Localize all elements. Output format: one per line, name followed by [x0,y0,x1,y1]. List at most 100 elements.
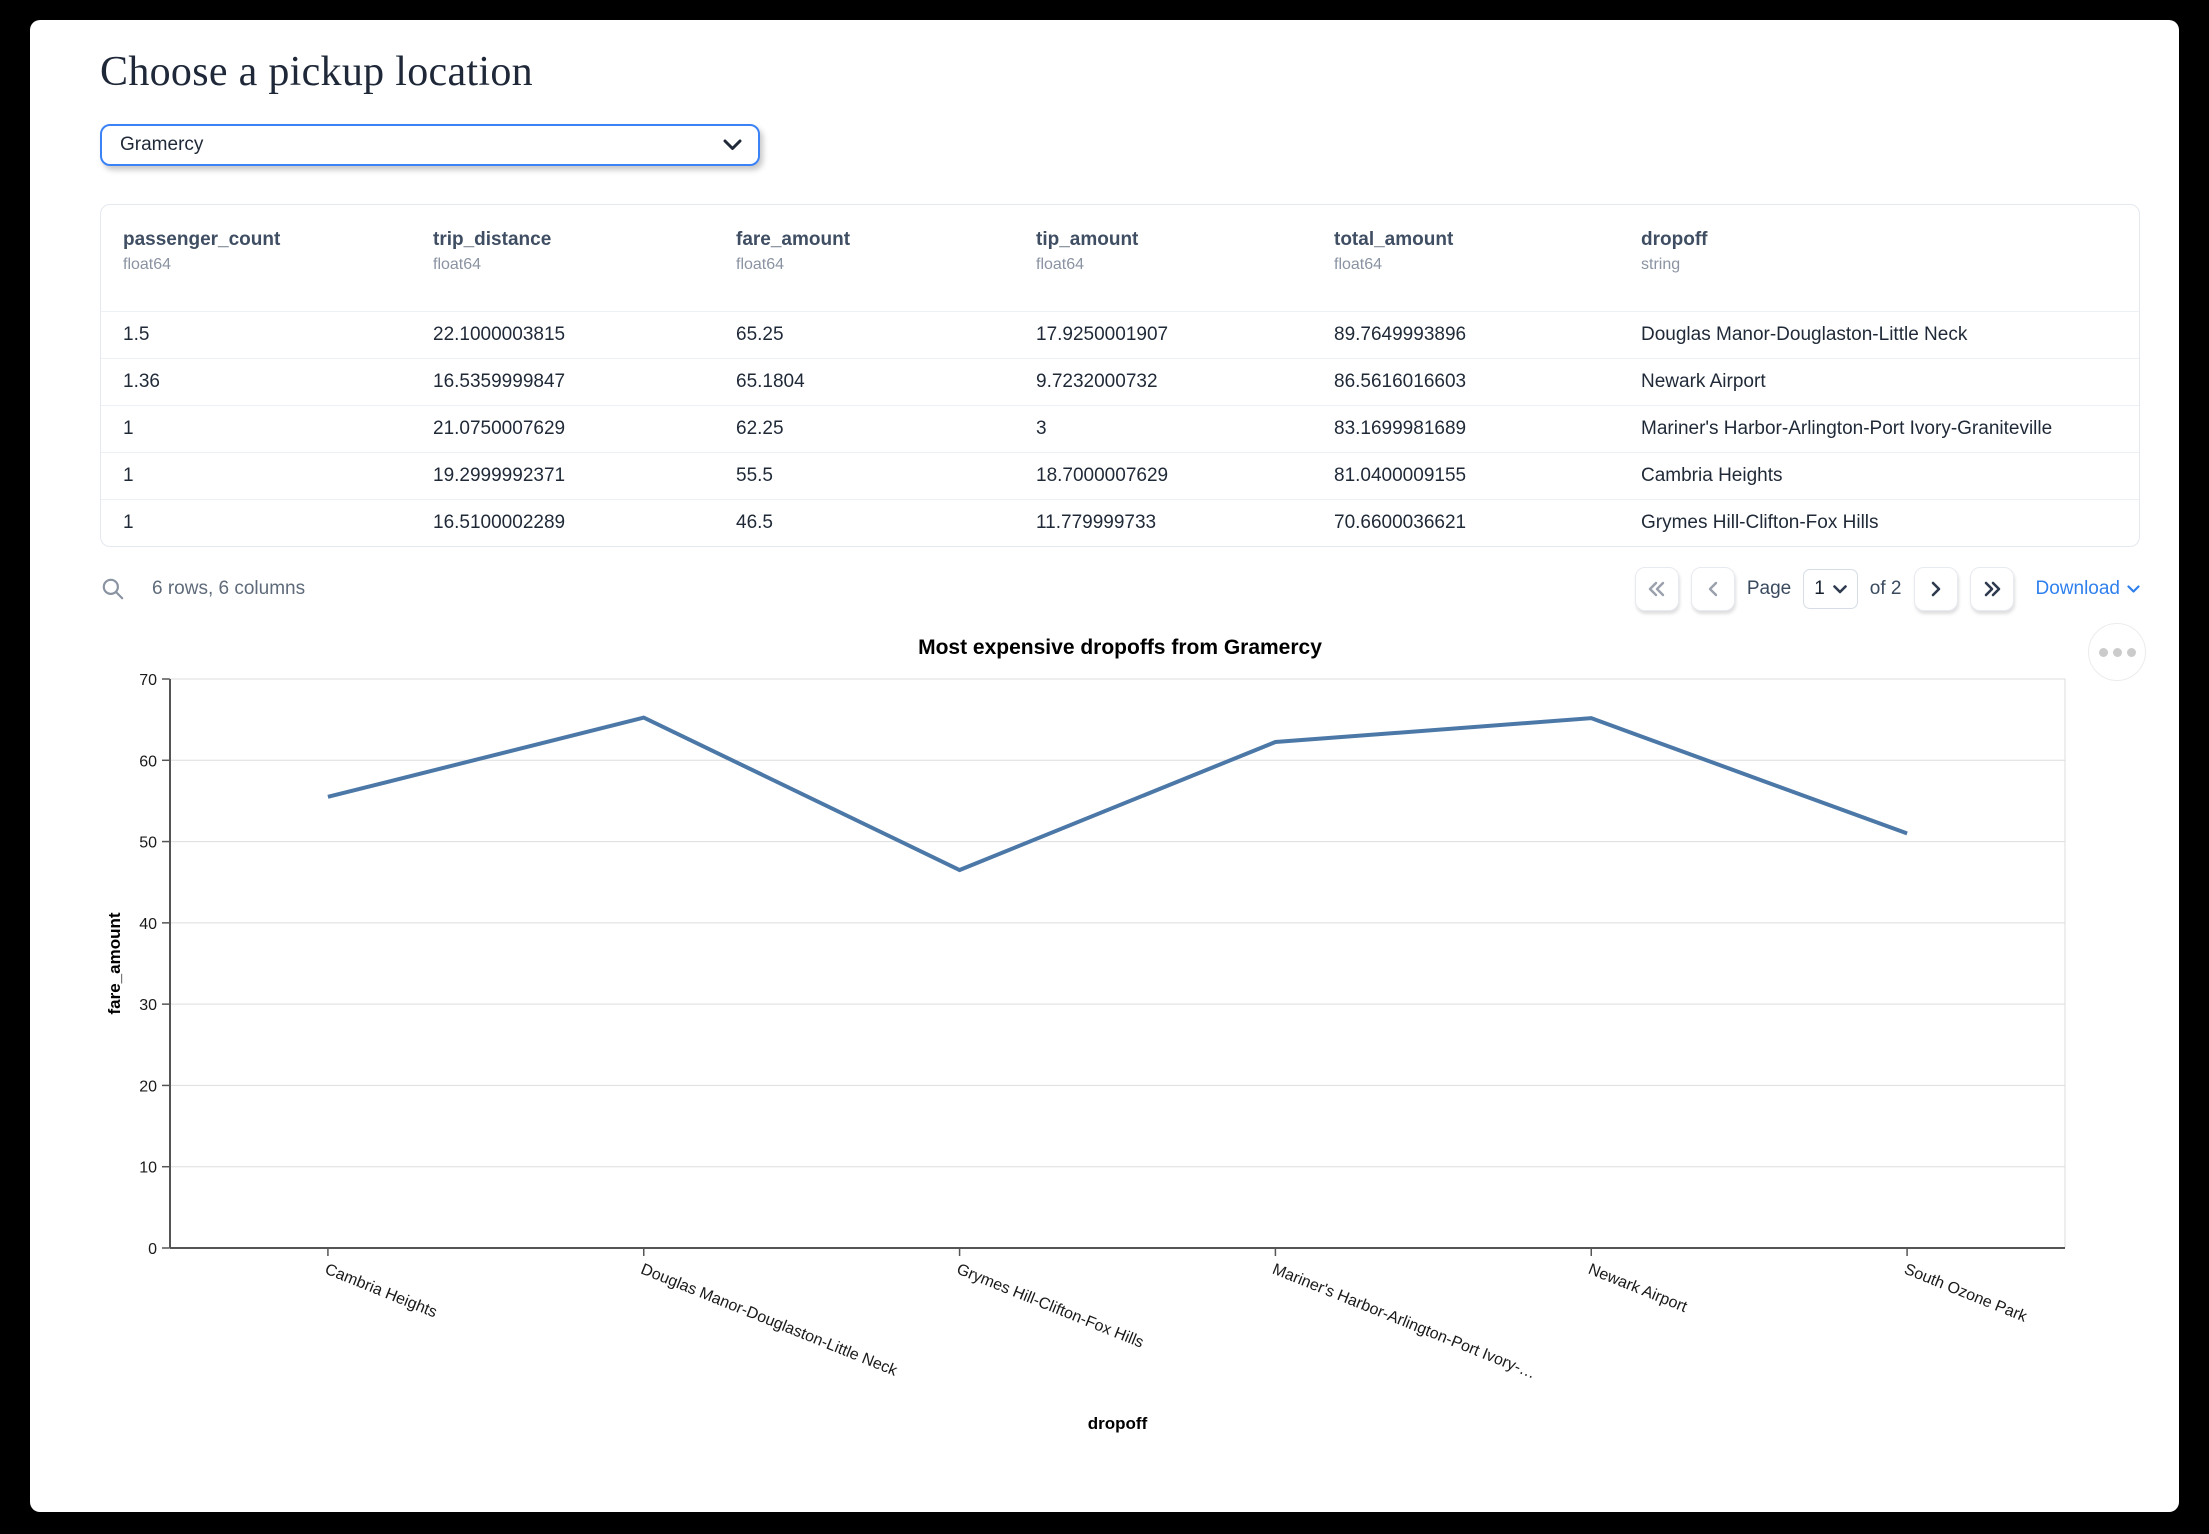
table-cell: Mariner's Harbor-Arlington-Port Ivory-Gr… [1619,405,2139,453]
next-page-button[interactable] [1913,567,1958,611]
previous-page-button[interactable] [1690,567,1735,611]
table-cell: 65.25 [714,311,1014,359]
table-cell: 62.25 [714,405,1014,453]
table-cell: Newark Airport [1619,358,2139,406]
y-axis-tick-label: 10 [139,1160,157,1177]
pickup-location-value: Gramercy [120,134,204,155]
table-cell: 1.5 [101,311,411,359]
table-body: 1.5 22.1000003815 65.25 17.9250001907 89.764… [101,311,2139,546]
column-name: trip_distance [433,229,552,250]
y-axis-title: fare_amount [105,912,124,1014]
table-cell: 19.2999992371 [411,452,714,500]
column-header-passenger-count[interactable]: passenger_count float64 [101,205,411,312]
chart-options-button[interactable] [2088,623,2146,681]
pagination: Page 1 of 2 [1634,567,2141,611]
y-axis-tick-label: 40 [139,916,157,933]
last-page-button[interactable] [1969,567,2014,611]
table-cell: 16.5359999847 [411,358,714,406]
chevron-down-icon [2127,584,2140,594]
y-axis-tick-label: 70 [139,672,157,689]
table-cell: 70.6600036621 [1312,499,1619,546]
data-table-card: passenger_count float64 trip_distance fl… [100,204,2140,547]
chart-title: Most expensive dropoffs from Gramercy [918,636,1322,659]
page-total: of 2 [1869,578,1902,599]
ellipsis-icon [2126,647,2136,657]
x-axis-tick-label: Douglas Manor-Douglaston-Little Neck [638,1261,900,1380]
table-cell: 1 [101,405,411,453]
column-header-total-amount[interactable]: total_amount float64 [1312,205,1619,312]
y-axis-tick-label: 30 [139,997,157,1014]
column-dtype: float64 [123,256,172,273]
chevron-down-icon [723,139,742,151]
column-name: tip_amount [1036,229,1139,250]
table-cell: 81.0400009155 [1312,452,1619,500]
table-cell: 55.5 [714,452,1014,500]
table-row: 1 16.5100002289 46.5 11.779999733 70.6600036… [101,499,2139,546]
search-icon[interactable] [100,576,126,602]
table-footer: 6 rows, 6 columns Page 1 [100,565,2140,613]
ellipsis-icon [2112,647,2122,657]
page-number-select[interactable]: 1 [1803,569,1858,609]
table-row: 1.5 22.1000003815 65.25 17.9250001907 89.764… [101,311,2139,359]
chevron-left-icon [1705,580,1721,598]
table-cell: Cambria Heights [1619,452,2139,500]
row-summary: 6 rows, 6 columns [152,578,306,599]
first-page-button[interactable] [1634,567,1679,611]
table-cell: 86.5616016603 [1312,358,1619,406]
table-row: 1.36 16.5359999847 65.1804 9.7232000732 86.5… [101,358,2139,406]
x-axis-tick-label: Newark Airport [1586,1261,1690,1316]
column-dtype: float64 [1334,256,1383,273]
download-label: Download [2035,578,2121,599]
table-row: 1 19.2999992371 55.5 18.7000007629 81.040000… [101,452,2139,500]
chevron-right-icon [1928,580,1944,598]
y-axis-tick-label: 0 [148,1241,157,1258]
table-header: passenger_count float64 trip_distance fl… [101,205,2139,312]
table-cell: 46.5 [714,499,1014,546]
column-header-dropoff[interactable]: dropoff string [1619,205,2139,312]
column-name: passenger_count [123,229,281,250]
table-cell: 11.779999733 [1014,499,1312,546]
table-cell: 89.7649993896 [1312,311,1619,359]
pickup-location-select[interactable]: Gramercy [100,124,760,166]
table-cell: 16.5100002289 [411,499,714,546]
x-axis-tick-label: Mariner's Harbor-Arlington-Port Ivory-… [1270,1261,1538,1382]
column-header-trip-distance[interactable]: trip_distance float64 [411,205,714,312]
chevrons-right-icon [1982,580,2002,598]
table-cell: 1 [101,499,411,546]
app-content: Choose a pickup location Gramercy passen… [30,20,2179,1457]
table-cell: 18.7000007629 [1014,452,1312,500]
column-dtype: float64 [433,256,482,273]
chart-svg: 0 10 20 30 40 50 60 70 Cambria Heights Douglas Ma… [105,672,2066,1433]
column-dtype: string [1641,256,1681,273]
column-dtype: float64 [736,256,785,273]
table-cell: 17.9250001907 [1014,311,1312,359]
current-page: 1 [1814,578,1825,599]
table-cell: 21.0750007629 [411,405,714,453]
data-table: passenger_count float64 trip_distance fl… [101,205,2139,546]
column-name: total_amount [1334,229,1454,250]
column-name: dropoff [1641,229,1708,250]
table-cell: 3 [1014,405,1312,453]
table-cell: 65.1804 [714,358,1014,406]
table-cell: 83.1699981689 [1312,405,1619,453]
table-row: 1 21.0750007629 62.25 3 83.1699981689 Mariner… [101,405,2139,453]
table-cell: 9.7232000732 [1014,358,1312,406]
column-name: fare_amount [736,229,851,250]
y-axis-tick-label: 20 [139,1078,157,1095]
page-label: Page [1746,578,1792,599]
column-header-fare-amount[interactable]: fare_amount float64 [714,205,1014,312]
table-cell: Grymes Hill-Clifton-Fox Hills [1619,499,2139,546]
table-cell: Douglas Manor-Douglaston-Little Neck [1619,311,2139,359]
ellipsis-icon [2098,647,2108,657]
table-cell: 1 [101,452,411,500]
chart-section: Most expensive dropoffs from Gramercy 0 1… [100,623,2146,1457]
y-axis-tick-label: 50 [139,835,157,852]
table-cell: 22.1000003815 [411,311,714,359]
column-header-tip-amount[interactable]: tip_amount float64 [1014,205,1312,312]
chevrons-left-icon [1647,580,1667,598]
column-dtype: float64 [1036,256,1085,273]
table-footer-left: 6 rows, 6 columns [100,576,305,602]
download-button[interactable]: Download [2036,578,2141,600]
x-axis-tick-label: Grymes Hill-Clifton-Fox Hills [954,1261,1146,1352]
x-axis-tick-label: Cambria Heights [322,1261,439,1321]
